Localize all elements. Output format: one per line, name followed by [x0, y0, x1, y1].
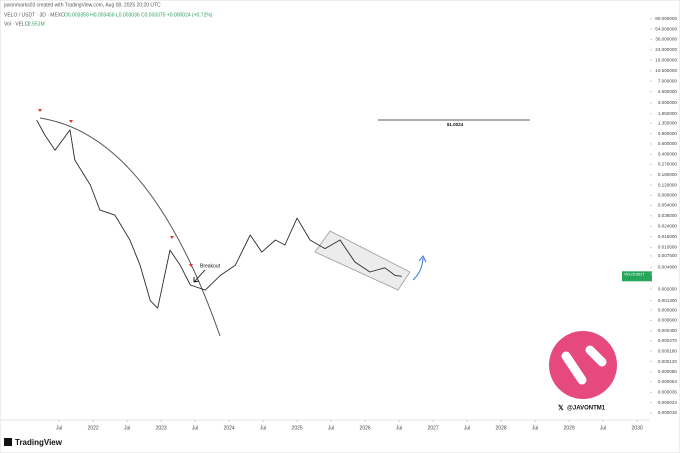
x-tick-label: Jul [124, 425, 130, 431]
y-tick-label: 0.000270 [658, 338, 678, 343]
y-tick-label: 0.004800 [658, 265, 678, 270]
logo [549, 331, 617, 399]
x-tick-label: 2029 [564, 425, 575, 431]
y-tick-label: 0.000900 [658, 307, 678, 312]
y-tick-label: 3.000000 [658, 100, 678, 105]
x-tick-label: 2025 [292, 425, 303, 431]
x-tick-label: 2024 [224, 425, 235, 431]
y-tick-label: 0.080000 [658, 193, 678, 198]
y-tick-label: 0.400000 [658, 152, 678, 157]
handle: @JAVONTM1 [567, 406, 606, 412]
x-tick-label: Jul [260, 425, 266, 431]
x-tick-label: Jul [532, 425, 538, 431]
y-tick-label: 0.900000 [658, 131, 678, 136]
y-tick-label: 7.000000 [658, 78, 678, 83]
x-tick-label: 2027 [428, 425, 439, 431]
credit: javonmarks03 created with TradingView.co… [3, 2, 161, 8]
falling-channel [314, 230, 411, 291]
y-tick-label: 0.180000 [658, 172, 678, 177]
y-tick-label: 0.054000 [658, 203, 678, 208]
y-tick-label: 0.000180 [658, 348, 678, 353]
breakout-label: Breakout [200, 263, 221, 269]
y-tick-label: 0.007500 [658, 253, 678, 258]
y-tick-label: 16.000000 [655, 57, 677, 62]
y-tick-label: 0.000024 [658, 400, 678, 405]
volume-value: 2.551M [28, 21, 45, 27]
y-tick-label: 0.270000 [658, 162, 678, 167]
x-tick-label: 2026 [360, 425, 371, 431]
up-arrow [412, 257, 424, 281]
y-tick-label: 0.036000 [658, 213, 678, 218]
y-tick-label: 0.000016 [658, 410, 678, 415]
y-tick-label: 0.600000 [658, 141, 678, 146]
logo-stroke [561, 351, 587, 385]
price-tag-value: 0.003375 [651, 271, 668, 276]
y-tick-label: 0.000080 [658, 369, 678, 374]
y-tick-label: 0.000036 [658, 390, 678, 395]
x-tick-label: Jul [464, 425, 470, 431]
volume-label: Vol · VELO [4, 21, 29, 27]
x-tick-label: Jul [328, 425, 334, 431]
y-tick-label: 0.000054 [658, 379, 678, 384]
price-tag-symbol: VELOUSDT [624, 272, 645, 276]
curve-annotation [39, 117, 221, 337]
x-tick-label: 2023 [156, 425, 167, 431]
x-tick-label: Jul [192, 425, 198, 431]
y-tick-label: 0.002050 [658, 286, 678, 291]
y-tick-label: 0.000600 [658, 318, 678, 323]
marker [189, 264, 193, 267]
x-tick-label: Jul [600, 425, 606, 431]
target-label: $1.0024 [447, 122, 464, 127]
x-tick-label: Jul [56, 425, 62, 431]
x-tick-label: 2022 [88, 425, 99, 431]
y-tick-label: 4.650000 [658, 89, 678, 94]
markers [38, 109, 193, 267]
price-tag [622, 271, 652, 282]
ohlc: O0.003359 H0.003456 L0.003036 C0.003375 … [64, 12, 213, 18]
logo-stroke [585, 345, 607, 367]
symbol: VELO / USDT · 3D · MEXC [4, 12, 65, 18]
tv-logo [4, 438, 12, 446]
y-tick-label: 80.000000 [655, 16, 677, 21]
up-arrow-head [418, 255, 427, 263]
logo-circle [549, 331, 617, 399]
y-tick-label: 0.024000 [658, 223, 678, 228]
x-tick-label: 2030 [632, 425, 643, 431]
y-tick-label: 0.001300 [658, 298, 678, 303]
y-tick-label: 0.000120 [658, 359, 678, 364]
y-tick-label: 0.120000 [658, 182, 678, 187]
y-tick-label: 1.950000 [658, 111, 678, 116]
x-icon: 𝕏 [558, 404, 564, 412]
y-tick-label: 54.000000 [655, 26, 677, 31]
price-line [36, 119, 402, 309]
y-tick-label: 0.016000 [658, 234, 678, 239]
y-tick-label: 24.000000 [655, 47, 677, 52]
marker [170, 236, 174, 239]
brand: TradingView [15, 438, 63, 447]
y-tick-label: 1.350000 [658, 120, 678, 125]
y-tick-label: 36.000000 [655, 37, 677, 42]
marker [38, 109, 42, 112]
x-tick-label: Jul [396, 425, 402, 431]
x-tick-label: 2028 [496, 425, 507, 431]
y-tick-label: 10.500000 [655, 68, 677, 73]
marker [69, 120, 73, 123]
breakout-arrow [193, 269, 206, 283]
y-tick-label: 0.000400 [658, 328, 678, 333]
y-tick-label: 0.010500 [658, 245, 678, 250]
